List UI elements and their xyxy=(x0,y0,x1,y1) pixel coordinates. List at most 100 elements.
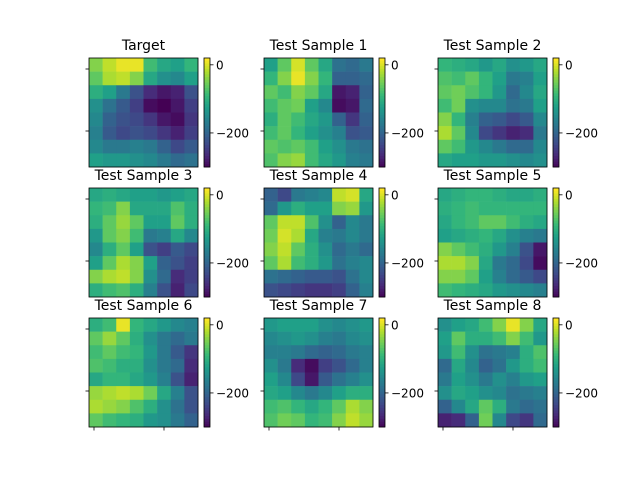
heatmap-cell xyxy=(359,413,374,428)
heatmap-cell xyxy=(157,318,172,332)
heatmap-cell xyxy=(345,269,360,284)
heatmap-cell xyxy=(519,71,534,86)
heatmap-cell xyxy=(359,188,374,202)
colorbar-segment xyxy=(379,416,385,420)
colorbar-segment xyxy=(379,418,385,422)
colorbar-segment xyxy=(553,207,559,211)
colorbar-segment xyxy=(379,277,385,282)
axes-frame xyxy=(88,317,199,428)
colorbar-segment xyxy=(379,142,385,146)
colorbar-segment xyxy=(379,60,385,64)
colorbar-segment xyxy=(379,342,385,346)
heatmap-cell xyxy=(451,215,466,230)
colorbar-segment xyxy=(553,256,559,260)
colorbar-segment xyxy=(379,237,385,241)
colorbar-segment xyxy=(204,269,210,273)
heatmap-cell xyxy=(89,318,103,332)
heatmap-cell xyxy=(89,345,103,360)
heatmap-cell xyxy=(359,153,374,168)
heatmap-cell xyxy=(129,242,144,257)
colorbar-segment xyxy=(379,68,385,73)
heatmap-cell xyxy=(89,153,103,168)
heatmap-cell xyxy=(519,331,534,346)
heatmap-cell xyxy=(318,215,333,230)
heatmap-cell xyxy=(291,58,306,72)
colorbar-segment xyxy=(379,353,385,357)
colorbar-segment xyxy=(553,158,559,162)
colorbar-segment xyxy=(379,123,385,127)
heatmap-cell xyxy=(89,98,103,113)
colorbar-segment xyxy=(204,190,210,194)
heatmap-cell xyxy=(359,228,374,243)
heatmap-cell xyxy=(291,153,306,168)
heatmap-cell xyxy=(143,215,158,230)
heatmap-cell xyxy=(184,201,199,216)
colorbar-segment xyxy=(204,386,210,390)
heatmap-cell xyxy=(533,58,548,72)
heatmap-cell xyxy=(116,358,131,373)
colorbar-segment xyxy=(204,147,210,152)
heatmap-cell xyxy=(129,413,144,428)
heatmap-cell xyxy=(129,331,144,346)
colorbar-segment xyxy=(553,71,559,75)
heatmap-cell xyxy=(519,58,534,72)
colorbar-segment xyxy=(204,256,210,260)
heatmap-cell xyxy=(533,139,548,154)
heatmap-cell xyxy=(451,269,466,284)
colorbar-segment xyxy=(553,145,559,149)
heatmap-cell xyxy=(533,331,548,346)
heatmap-cell xyxy=(102,215,117,230)
colorbar-segment xyxy=(553,142,559,146)
colorbar-segment xyxy=(379,215,385,219)
heatmap-cell xyxy=(332,112,347,127)
colorbar-segment xyxy=(204,58,210,62)
heatmap-cell xyxy=(157,153,172,168)
colorbar-segment xyxy=(379,424,385,428)
heatmap-cell xyxy=(345,358,360,373)
colorbar-segment xyxy=(204,231,210,235)
heatmap-cell xyxy=(184,153,199,168)
heatmap-cell xyxy=(478,269,493,284)
colorbar-segment xyxy=(204,424,210,428)
colorbar-segment xyxy=(553,399,559,403)
colorbar-segment xyxy=(553,326,559,330)
heatmap-cell xyxy=(465,153,480,168)
colorbar-segment xyxy=(204,68,210,73)
heatmap-cell xyxy=(184,188,199,202)
colorbar-segment xyxy=(553,377,559,382)
colorbar-segment xyxy=(379,372,385,376)
panel-title: Test Sample 4 xyxy=(269,168,368,184)
heatmap-cell xyxy=(478,139,493,154)
heatmap-cell xyxy=(345,188,360,202)
heatmap-cell xyxy=(359,256,374,271)
panel-title: Test Sample 7 xyxy=(269,298,368,314)
colorbar-segment xyxy=(379,126,385,130)
heatmap-cell xyxy=(533,85,548,100)
heatmap-cell xyxy=(291,228,306,243)
heatmap-cell xyxy=(277,228,292,243)
heatmap-cell xyxy=(451,58,466,72)
heatmap-cell xyxy=(304,345,319,360)
heatmap-cell xyxy=(465,318,480,332)
heatmap-cell xyxy=(332,331,347,346)
heatmap-cell xyxy=(318,413,333,428)
heatmap-cell xyxy=(157,283,172,298)
heatmap-cell xyxy=(170,399,185,414)
heatmap-cell xyxy=(291,269,306,284)
colorbar-segment xyxy=(379,369,385,373)
heatmap-cell xyxy=(184,58,199,72)
colorbar-segment xyxy=(553,128,559,132)
colorbar-segment xyxy=(204,258,210,262)
heatmap-cell xyxy=(451,399,466,414)
heatmap-cell xyxy=(264,358,278,373)
heatmap-cell xyxy=(345,215,360,230)
heatmap-cell xyxy=(304,85,319,100)
colorbar-segment xyxy=(379,399,385,403)
colorbar-segment xyxy=(553,416,559,420)
colorbar-segment xyxy=(379,198,385,203)
heatmap-cell xyxy=(277,386,292,401)
heatmap-cell xyxy=(451,242,466,257)
colorbar-segment xyxy=(379,286,385,290)
heatmap-cell xyxy=(143,318,158,332)
heatmap-cell xyxy=(89,283,103,298)
